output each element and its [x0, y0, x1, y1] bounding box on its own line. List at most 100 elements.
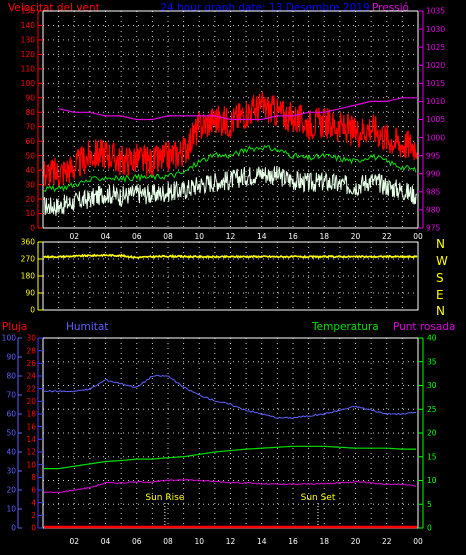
direction-axis-ticks: 0 90 180 270 360	[21, 238, 43, 315]
rain-tick-label: 10	[26, 460, 36, 469]
wind-tick-label: 10	[25, 209, 35, 218]
rain-tick-label: 4	[31, 498, 36, 507]
wind-x-tick-label: 22	[382, 232, 392, 241]
pressure-tick-label: 1010	[426, 97, 445, 106]
wind-tick-label: 130	[21, 36, 36, 45]
compass-labels: N W S E N	[436, 237, 448, 318]
humidity-tick-label: 20	[6, 486, 16, 495]
direction-panel	[42, 241, 419, 311]
rain-tick-label: 30	[26, 334, 36, 343]
direction-tick-label: 0	[30, 306, 35, 315]
climate-x-ticks: 02 04 06 08 10 12 14 16 18 20 22 00	[69, 537, 423, 546]
humidity-tick-label: 0	[11, 524, 16, 533]
compass-s: S	[436, 271, 444, 285]
wind-x-tick-label: 00	[413, 232, 423, 241]
wind-tick-label: 140	[21, 21, 36, 30]
humidity-tick-label: 100	[2, 334, 17, 343]
compass-n-top: N	[436, 237, 445, 251]
rain-tick-label: 2	[31, 511, 36, 520]
sun-set-label: Sun Set	[301, 493, 336, 503]
wind-x-tick-label: 02	[69, 232, 79, 241]
pressure-tick-label: 985	[426, 188, 441, 197]
climate-series	[43, 374, 417, 529]
wind-x-tick-label: 20	[351, 232, 361, 241]
temperature-line	[44, 445, 416, 470]
wind-tick-label: 90	[25, 94, 35, 103]
wind-x-tick-label: 06	[132, 232, 142, 241]
wind-panel-x-ticks: 02 04 06 08 10 12 14 16 18 20 22 00	[69, 232, 423, 241]
climate-x-tick-label: 06	[132, 537, 142, 546]
pressure-tick-label: 980	[426, 206, 441, 215]
rain-tick-label: 14	[26, 435, 36, 444]
pressure-tick-label: 990	[426, 169, 441, 178]
wind-tick-label: 40	[25, 166, 35, 175]
pressure-tick-label: 1020	[426, 61, 445, 70]
wind-tick-label: 110	[21, 65, 36, 74]
climate-x-tick-label: 04	[101, 537, 111, 546]
rain-tick-label: 24	[26, 372, 36, 381]
temperature-tick-label: 25	[427, 405, 437, 414]
wind-direction-line	[43, 253, 418, 260]
humidity-label: Humitat	[66, 321, 108, 333]
direction-series	[43, 253, 418, 260]
climate-axes: 0102030405060708090100024681012141618202…	[2, 334, 437, 533]
climate-x-tick-label: 16	[288, 537, 298, 546]
temperature-label: Temperatura	[311, 321, 379, 333]
pressure-tick-label: 1035	[426, 7, 445, 16]
climate-x-tick-label: 14	[257, 537, 267, 546]
direction-tick-label: 270	[21, 255, 36, 264]
temperature-tick-label: 40	[427, 334, 437, 343]
temperature-tick-label: 15	[427, 452, 437, 461]
wind-average-line	[43, 144, 417, 193]
rain-tick-label: 28	[26, 346, 36, 355]
wind-x-tick-label: 12	[226, 232, 236, 241]
temperature-tick-label: 20	[427, 429, 437, 438]
wind-panel-series	[43, 91, 418, 216]
rain-tick-label: 0	[31, 524, 36, 533]
rain-tick-label: 20	[26, 397, 36, 406]
rain-tick-label: 16	[26, 422, 36, 431]
direction-tick-label: 360	[21, 238, 36, 247]
wind-x-tick-label: 14	[257, 232, 267, 241]
rain-tick-label: 18	[26, 410, 36, 419]
direction-tick-label: 180	[21, 272, 36, 281]
wind-tick-label: 150	[21, 7, 36, 16]
pressure-tick-label: 1030	[426, 25, 445, 34]
climate-panel-grid	[43, 338, 418, 528]
rain-tick-label: 8	[31, 473, 36, 482]
rain-tick-label: 22	[26, 384, 36, 393]
climate-x-tick-label: 12	[226, 537, 236, 546]
wind-x-tick-label: 10	[194, 232, 204, 241]
pressure-tick-label: 1000	[426, 133, 445, 142]
pressure-axis-ticks: 975 980 985 990 995 1000 1005 1010 1015 1020 1025 1…	[418, 7, 445, 233]
compass-n-bottom: N	[436, 304, 445, 318]
wind-tick-label: 30	[25, 180, 35, 189]
pressure-tick-label: 1025	[426, 43, 445, 52]
wind-x-tick-label: 08	[163, 232, 173, 241]
rain-label: Pluja	[2, 321, 27, 333]
climate-x-tick-label: 10	[194, 537, 204, 546]
direction-tick-label: 90	[25, 289, 35, 298]
humidity-tick-label: 30	[6, 467, 16, 476]
wind-tick-label: 0	[30, 224, 35, 233]
climate-x-tick-label: 08	[163, 537, 173, 546]
wind-x-tick-label: 04	[101, 232, 111, 241]
sun-markers: Sun Rise Sun Set	[145, 493, 336, 528]
wind-tick-label: 50	[25, 151, 35, 160]
wind-x-tick-label: 16	[288, 232, 298, 241]
temperature-tick-label: 10	[427, 476, 437, 485]
dewpoint-label: Punt rosada	[393, 321, 455, 333]
humidity-tick-label: 80	[6, 372, 16, 381]
wind-tick-label: 20	[25, 195, 35, 204]
climate-x-tick-label: 02	[69, 537, 79, 546]
climate-x-tick-label: 18	[319, 537, 329, 546]
pressure-tick-label: 975	[426, 224, 441, 233]
dewpoint-line	[43, 478, 417, 494]
humidity-tick-label: 90	[6, 353, 16, 362]
wind-tick-label: 100	[21, 79, 36, 88]
wind-speed-line	[43, 91, 418, 188]
compass-w: W	[436, 254, 448, 268]
climate-x-tick-label: 20	[351, 537, 361, 546]
humidity-tick-label: 60	[6, 410, 16, 419]
